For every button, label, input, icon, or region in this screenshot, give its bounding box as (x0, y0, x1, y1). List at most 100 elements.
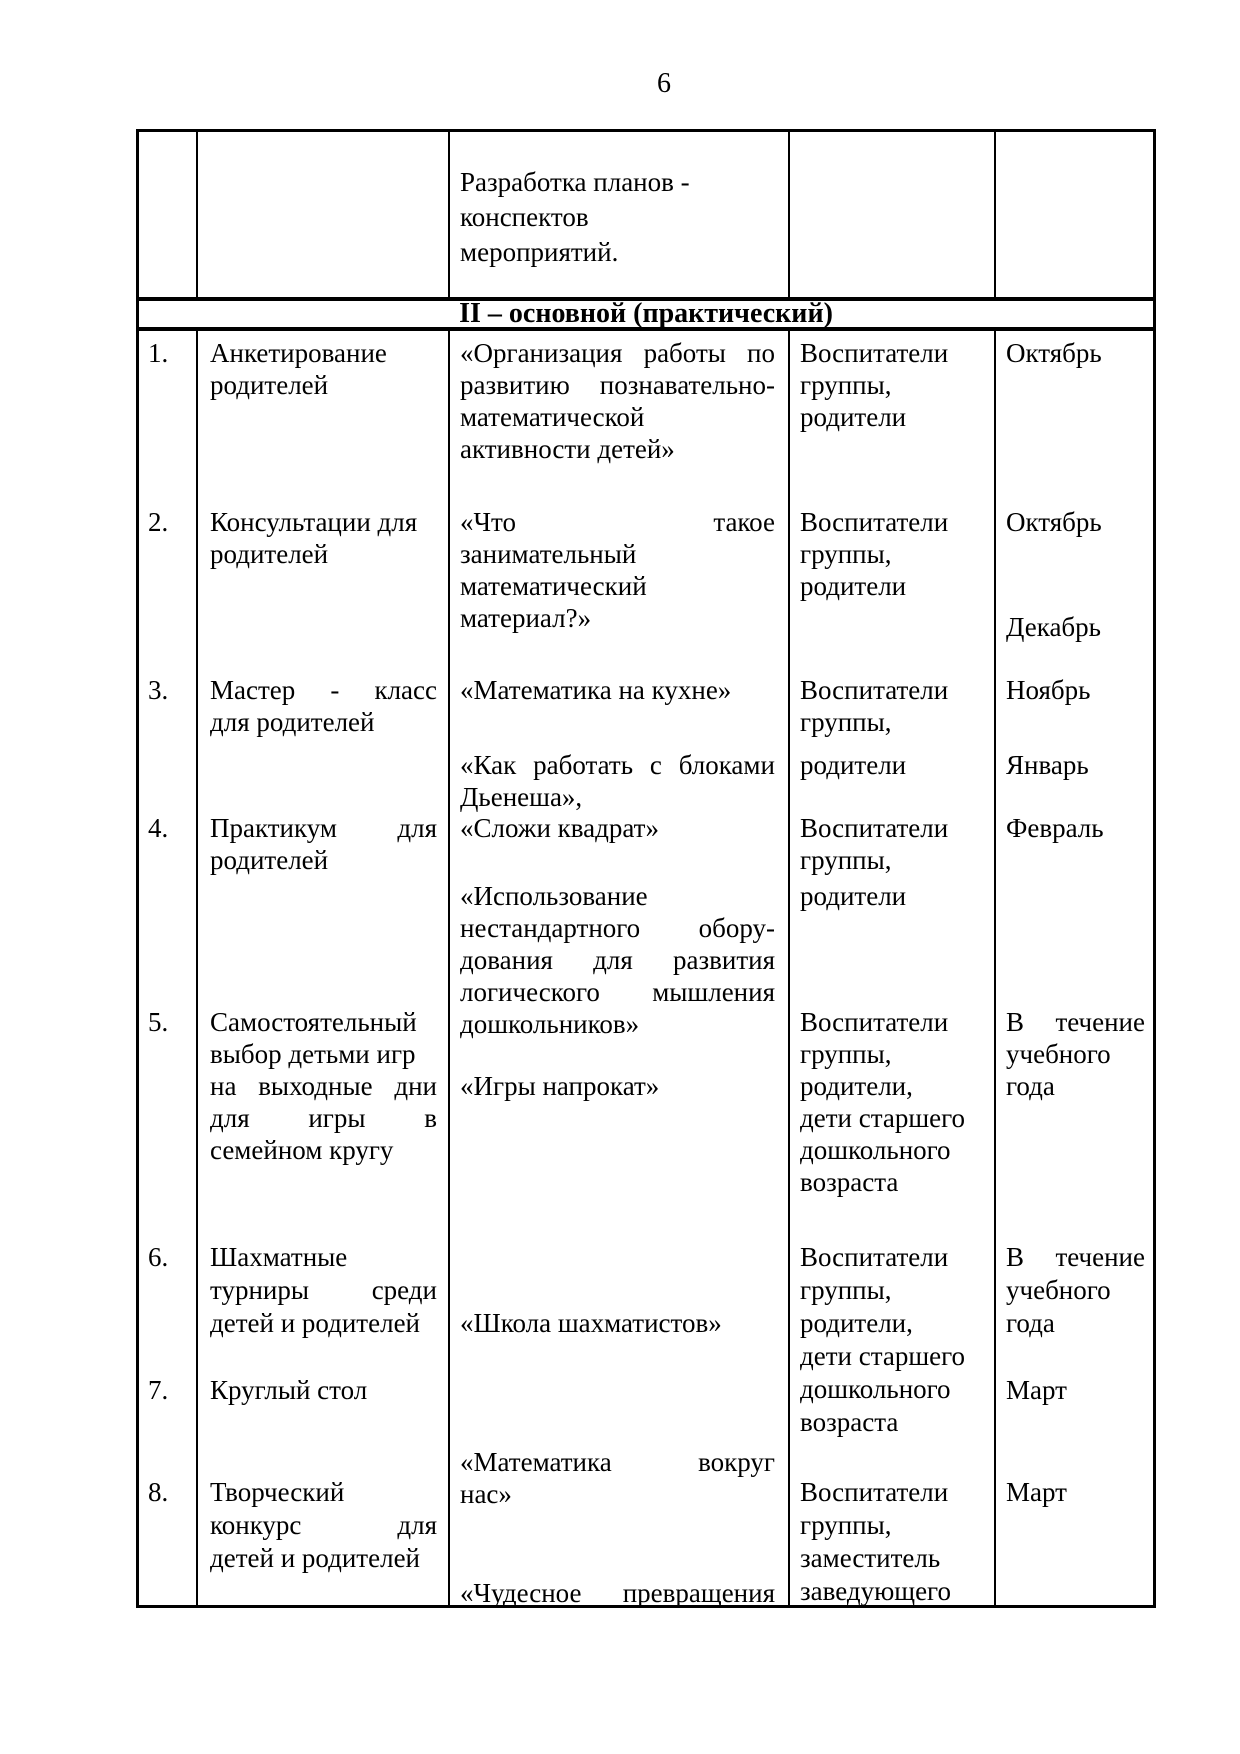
table-text-line: Воспитатели (800, 1242, 949, 1272)
table-text-line: Круглый стол (210, 1375, 368, 1405)
table-text-line: Март (1006, 1477, 1067, 1507)
table-text-line: для родителей (210, 707, 375, 737)
table-continuation-row: Разработка планов - конспектов мероприятий… (139, 132, 1153, 297)
table-text-line: Октябрь (1006, 507, 1102, 537)
table-text-line: «Использование (460, 881, 648, 911)
column-timing: Октябрь Октябрь Декабрь Ноябрь Январь Февраль… (996, 331, 1153, 1605)
table-text-line: года (1006, 1308, 1055, 1338)
table-text-line: родители (800, 571, 907, 601)
table-text-line: родители (800, 881, 907, 911)
table-text-line: родители (800, 750, 907, 780)
table-text-line: группы, (800, 1275, 892, 1305)
section-header: II – основной (практический) (139, 297, 1153, 331)
table-text-line: Март (1006, 1375, 1067, 1405)
table-text-line: математический (460, 571, 647, 601)
table-text-line: учебного (1006, 1039, 1111, 1069)
table-text-line: родителей (210, 370, 329, 400)
table-text-line: группы, (800, 707, 892, 737)
table-text-line: выбор детьми игр (210, 1039, 416, 1069)
table-text-line: родители, (800, 1308, 913, 1338)
cell-responsible-cont (790, 132, 996, 297)
table-text-line: конкурс для (210, 1510, 437, 1540)
table-text-line: детей и родителей (210, 1308, 421, 1338)
table-text-line: нас» (460, 1479, 512, 1509)
table-text-line: для игры в (210, 1103, 437, 1133)
table-text-line: занимательный (460, 539, 637, 569)
table-text-line: Практикум для (210, 813, 437, 843)
table-text-line: группы, (800, 1039, 892, 1069)
table-text-line: детей и родителей (210, 1543, 421, 1573)
table-text-line: группы, (800, 539, 892, 569)
table-text-line: группы, (800, 1510, 892, 1540)
table-text-line: «Математика вокруг (460, 1447, 775, 1477)
table-text-line: Воспитатели (800, 1007, 949, 1037)
table-text-line: на выходные дни (210, 1071, 437, 1101)
table-text-line: развитию познавательно- (460, 370, 775, 400)
table-text-line: Шахматные (210, 1242, 348, 1272)
table-text-line: группы, (800, 370, 892, 400)
table-text-line: дети старшего (800, 1341, 965, 1371)
table-text-line: конспектов (460, 202, 589, 232)
table-text-line: 7. (148, 1375, 169, 1405)
column-responsible: Воспитатели группы, родители Воспитатели гру… (790, 331, 996, 1606)
page-number: 6 (657, 68, 671, 99)
table-text-line: материал?» (460, 603, 592, 633)
table-text-line: логического мышления (460, 977, 775, 1007)
column-activities: Анкетирование родителей Консультации для ро… (198, 331, 450, 1605)
table-text-line: Воспитатели (800, 1477, 949, 1507)
table-text-line: семейном кругу (210, 1135, 394, 1165)
table-text-line: 6. (148, 1242, 169, 1272)
table-text-line: 1. (148, 338, 169, 368)
table-text-line: «Сложи квадрат» (460, 813, 659, 843)
table-text-line: дети старшего (800, 1103, 965, 1133)
table-text-line: возраста (800, 1167, 899, 1197)
table-text-line: Воспитатели (800, 813, 949, 843)
table-text-line: турниры среди (210, 1275, 437, 1305)
table-text-line: 5. (148, 1007, 169, 1037)
table-text-line: «Школа шахматистов» (460, 1308, 722, 1338)
table-text-line: Дьенеша», (460, 782, 583, 812)
column-numbers: 1. 2. 3. 4. 5. 6. 7. 8. (139, 331, 198, 1605)
table-text-line: дошкольного (800, 1374, 951, 1404)
table-text-line: «Игры напрокат» (460, 1071, 660, 1101)
table-text-line: «Чудесное превращения (460, 1578, 775, 1608)
table-text-line: Воспитатели (800, 338, 949, 368)
table-text-line: родителей (210, 845, 329, 875)
schedule-table: Разработка планов - конспектов мероприятий… (136, 129, 1156, 1608)
table-text-line: возраста (800, 1407, 899, 1437)
table-text-line: Ноябрь (1006, 675, 1091, 705)
table-text-line: дошкольников» (460, 1009, 640, 1039)
table-text-line: Воспитатели (800, 675, 949, 705)
table-text-line: Анкетирование (210, 338, 387, 368)
table-text-line: «Как работать с блоками (460, 750, 775, 780)
cell-timing-cont (996, 132, 1153, 297)
table-text-line: родители, (800, 1071, 913, 1101)
table-text-line: «Что такое (460, 507, 775, 537)
table-text-line: Октябрь (1006, 338, 1102, 368)
table-text-line: «Математика на кухне» (460, 675, 732, 705)
table-text-line: 2. (148, 507, 169, 537)
table-text-line: группы, (800, 845, 892, 875)
cell-number-cont (139, 132, 198, 297)
table-text-line: Мастер - класс (210, 675, 437, 705)
table-text-line: года (1006, 1071, 1055, 1101)
table-text-line: дошкольного (800, 1135, 951, 1165)
table-text-line: заведующего (800, 1576, 951, 1606)
table-text-line: Декабрь (1006, 612, 1101, 642)
table-text-line: активности детей» (460, 434, 675, 464)
table-text-line: «Организация работы по (460, 338, 775, 368)
cell-activity-cont (198, 132, 450, 297)
table-text-line: Февраль (1006, 813, 1104, 843)
table-text-line: мероприятий. (460, 237, 619, 267)
table-text-line: нестандартного обору- (460, 913, 775, 943)
table-text-line: заместитель (800, 1543, 941, 1573)
table-text-line: 8. (148, 1477, 169, 1507)
cell-topic-cont: Разработка планов - конспектов мероприятий… (450, 132, 790, 297)
table-text-line: Разработка планов - (460, 167, 690, 197)
table-text-line: Консультации для (210, 507, 418, 537)
table-text-line: дования для развития (460, 945, 775, 975)
table-text-line: Январь (1006, 750, 1089, 780)
